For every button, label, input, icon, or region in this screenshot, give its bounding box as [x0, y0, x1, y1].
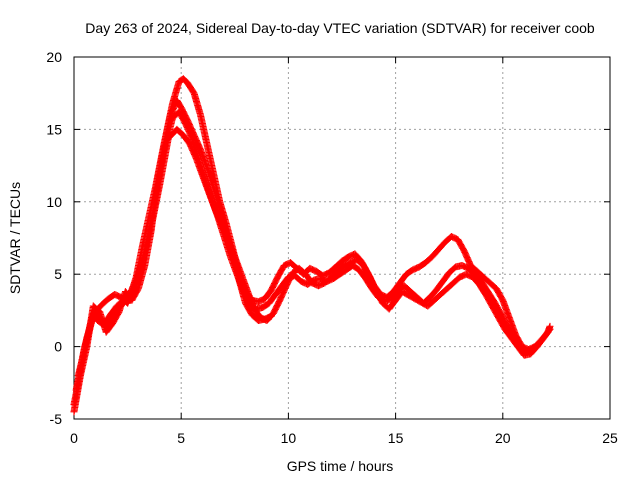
plot-frame — [73, 56, 611, 420]
series-track-1 — [70, 75, 554, 409]
chart-title: Day 263 of 2024, Sidereal Day-to-day VTE… — [85, 20, 595, 36]
x-tick-label: 15 — [388, 430, 404, 446]
axis-ticks: 0 5 10 15 20 25 -5 0 5 10 15 20 — [46, 49, 618, 446]
data-point — [544, 328, 552, 336]
y-tick-label: -5 — [50, 411, 63, 427]
y-tick-label: 0 — [54, 339, 62, 355]
grid-lines — [74, 57, 610, 419]
x-tick-label: 5 — [177, 430, 185, 446]
x-tick-label: 20 — [495, 430, 511, 446]
data-point — [267, 312, 275, 320]
y-tick-label: 5 — [54, 266, 62, 282]
data-markers — [70, 75, 554, 416]
y-tick-label: 15 — [46, 121, 62, 137]
x-tick-label: 0 — [70, 430, 78, 446]
x-tick-label: 25 — [602, 430, 618, 446]
data-point — [543, 329, 551, 337]
series-track-4 — [70, 96, 275, 416]
y-axis-title: SDTVAR / TECUs — [7, 182, 23, 294]
y-tick-label: 20 — [46, 49, 62, 65]
x-axis-title: GPS time / hours — [287, 458, 394, 474]
y-tick-label: 10 — [46, 194, 62, 210]
x-tick-label: 10 — [281, 430, 297, 446]
